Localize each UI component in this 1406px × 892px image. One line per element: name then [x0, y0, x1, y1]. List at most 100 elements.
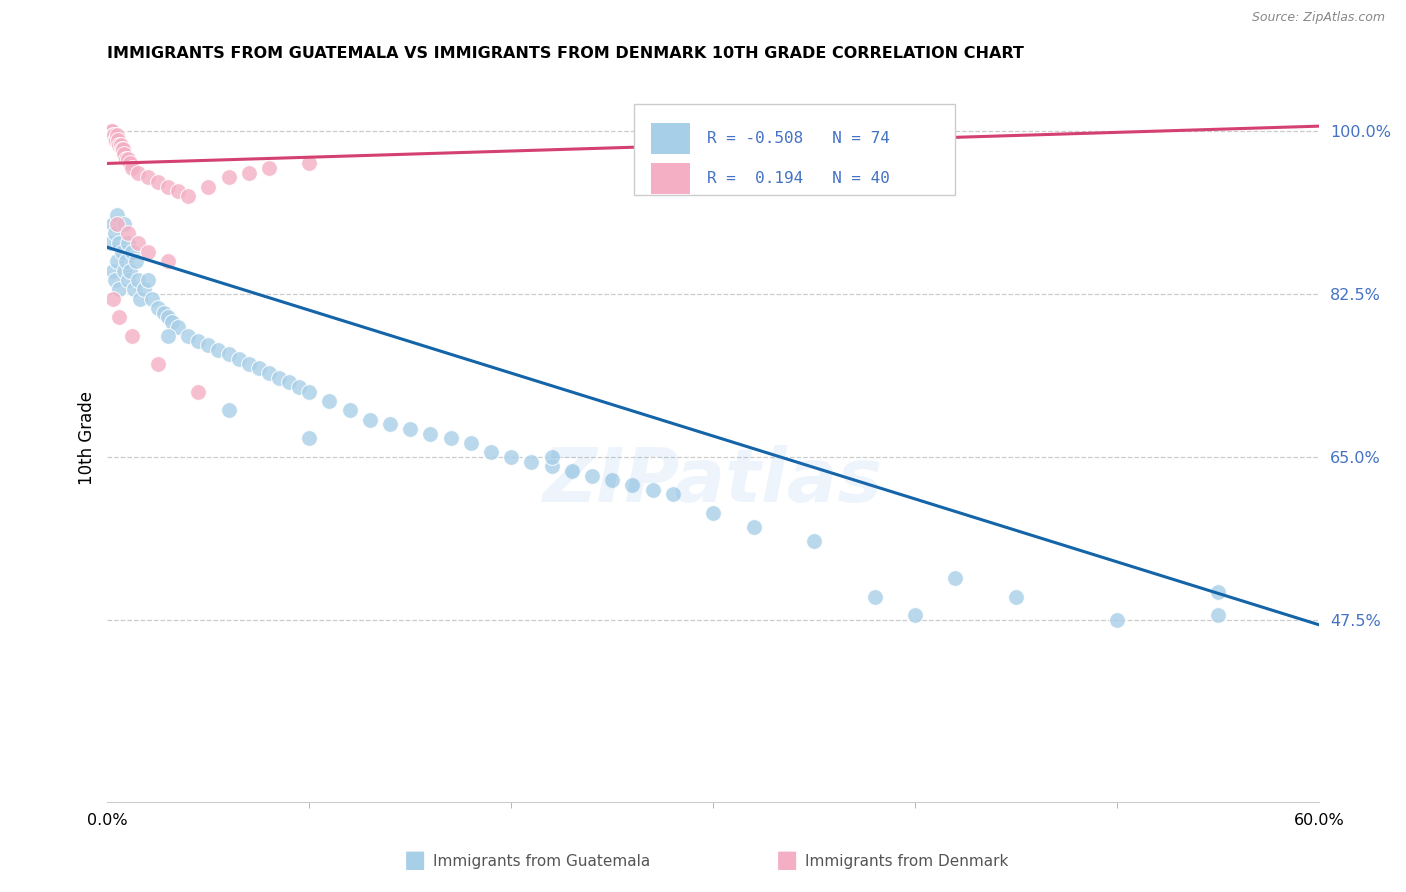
Text: ■: ■	[776, 848, 799, 871]
Point	[117, 235, 139, 250]
Point	[288, 380, 311, 394]
Text: ■: ■	[404, 848, 426, 871]
Point	[112, 263, 135, 277]
Point	[257, 366, 280, 380]
Point	[114, 254, 136, 268]
Text: R = -0.508   N = 74: R = -0.508 N = 74	[707, 131, 890, 146]
Bar	[651, 163, 690, 194]
Point	[318, 394, 340, 409]
Point	[177, 189, 200, 203]
Point	[561, 464, 583, 478]
Point	[1206, 585, 1229, 599]
Point	[107, 208, 129, 222]
Point	[702, 506, 724, 520]
Point	[257, 161, 280, 175]
Point	[118, 156, 141, 170]
Text: Source: ZipAtlas.com: Source: ZipAtlas.com	[1251, 11, 1385, 24]
Point	[399, 422, 422, 436]
Point	[238, 166, 260, 180]
Point	[103, 128, 125, 143]
Point	[540, 459, 562, 474]
Point	[127, 273, 149, 287]
Point	[156, 179, 179, 194]
Point	[136, 170, 159, 185]
Point	[141, 292, 163, 306]
Point	[103, 217, 125, 231]
Point	[1005, 590, 1028, 604]
Point	[104, 227, 127, 241]
Point	[110, 137, 132, 152]
Point	[114, 152, 136, 166]
Point	[136, 273, 159, 287]
Point	[100, 235, 122, 250]
Point	[104, 273, 127, 287]
Point	[101, 124, 124, 138]
Point	[187, 384, 209, 399]
Point	[132, 282, 155, 296]
Point	[156, 329, 179, 343]
Point	[238, 357, 260, 371]
Point	[156, 310, 179, 325]
Point	[742, 520, 765, 534]
Point	[104, 133, 127, 147]
Point	[136, 244, 159, 259]
Point	[501, 450, 523, 464]
Point	[100, 124, 122, 138]
Point	[904, 608, 927, 623]
Point	[117, 152, 139, 166]
Point	[112, 147, 135, 161]
Point	[378, 417, 401, 432]
Point	[218, 347, 240, 361]
Point	[127, 166, 149, 180]
Point	[121, 244, 143, 259]
Point	[600, 473, 623, 487]
Point	[108, 235, 131, 250]
Text: Immigrants from Guatemala: Immigrants from Guatemala	[433, 855, 650, 869]
Point	[218, 170, 240, 185]
Point	[247, 361, 270, 376]
Point	[108, 137, 131, 152]
Point	[359, 413, 381, 427]
Point	[228, 352, 250, 367]
Bar	[634, 104, 956, 194]
Point	[156, 254, 179, 268]
Point	[107, 133, 129, 147]
Point	[479, 445, 502, 459]
Point	[339, 403, 361, 417]
Point	[197, 179, 219, 194]
Point	[298, 384, 321, 399]
Point	[167, 319, 190, 334]
Point	[105, 133, 128, 147]
Point	[267, 371, 290, 385]
Point	[118, 263, 141, 277]
Point	[111, 143, 134, 157]
Point	[440, 431, 463, 445]
Point	[298, 431, 321, 445]
Point	[107, 128, 129, 143]
Point	[945, 571, 967, 585]
Point	[298, 156, 321, 170]
Y-axis label: 10th Grade: 10th Grade	[79, 392, 96, 485]
Point	[108, 282, 131, 296]
Point	[110, 143, 132, 157]
Point	[167, 185, 190, 199]
Point	[103, 292, 125, 306]
Point	[803, 533, 825, 548]
Point	[103, 128, 125, 143]
Point	[1206, 608, 1229, 623]
Point	[108, 310, 131, 325]
Point	[460, 436, 482, 450]
Point	[187, 334, 209, 348]
Point	[160, 315, 183, 329]
Point	[177, 329, 200, 343]
Point	[197, 338, 219, 352]
Point	[278, 376, 301, 390]
Point	[117, 273, 139, 287]
Text: R =  0.194   N = 40: R = 0.194 N = 40	[707, 171, 890, 186]
Point	[540, 450, 562, 464]
Point	[98, 124, 121, 138]
Point	[863, 590, 886, 604]
Point	[621, 478, 644, 492]
Text: IMMIGRANTS FROM GUATEMALA VS IMMIGRANTS FROM DENMARK 10TH GRADE CORRELATION CHAR: IMMIGRANTS FROM GUATEMALA VS IMMIGRANTS …	[107, 46, 1024, 62]
Point	[520, 455, 543, 469]
